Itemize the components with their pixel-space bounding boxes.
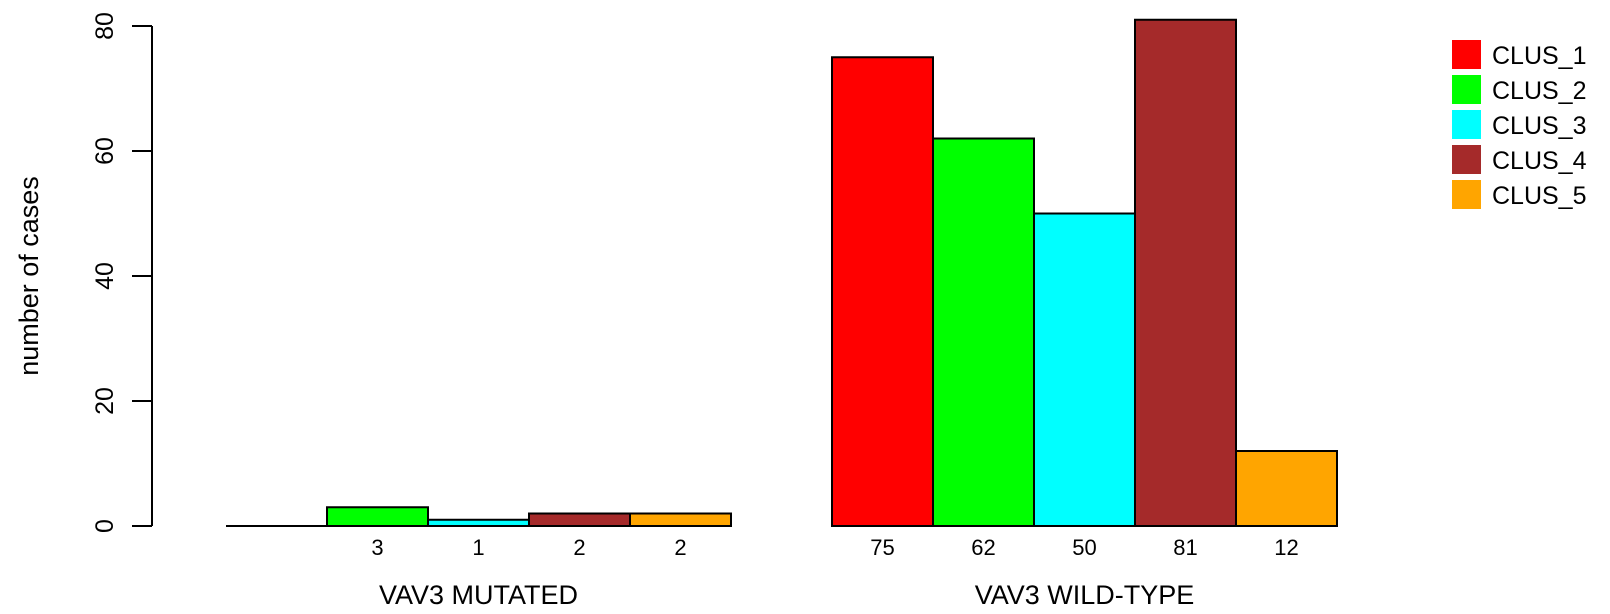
legend: CLUS_1 CLUS_2 CLUS_3 CLUS_4 CLUS_5 — [1452, 40, 1587, 210]
y-tick-label-60: 60 — [91, 137, 119, 165]
bar-value-vav3-mutated-clus-5: 2 — [674, 535, 686, 560]
y-tick-label-80: 80 — [91, 12, 119, 40]
bar-value-vav3-mutated-clus-2: 3 — [371, 535, 383, 560]
legend-label-clus-3: CLUS_3 — [1492, 112, 1587, 140]
bar-value-vav3-mutated-clus-4: 2 — [573, 535, 585, 560]
bar-vav3-wild-type-clus-1 — [831, 56, 934, 527]
bar-vav3-wild-type-clus-5 — [1235, 450, 1338, 527]
bar-value-vav3-wild-type-clus-2: 62 — [971, 535, 995, 560]
y-tick-label-20: 20 — [91, 387, 119, 415]
legend-swatch-clus-5 — [1452, 180, 1481, 209]
bar-value-labels: 3 1 2 2 75 62 50 81 12 — [371, 535, 1298, 560]
legend-label-clus-4: CLUS_4 — [1492, 147, 1587, 175]
group-labels: VAV3 MUTATED VAV3 WILD-TYPE — [379, 580, 1195, 610]
legend-swatch-clus-2 — [1452, 75, 1481, 104]
bar-vav3-wild-type-clus-3 — [1033, 212, 1136, 527]
group-label-vav3-wild-type: VAV3 WILD-TYPE — [975, 580, 1195, 609]
bar-vav3-mutated-clus-5 — [629, 512, 732, 527]
legend-swatch-clus-1 — [1452, 40, 1481, 69]
y-tick-label-0: 0 — [91, 519, 119, 533]
bars-layer — [226, 18, 1338, 527]
bar-vav3-mutated-clus-4 — [528, 512, 631, 527]
y-axis: 0 20 40 60 80 — [91, 12, 153, 533]
bar-value-vav3-mutated-clus-3: 1 — [472, 535, 484, 560]
bar-value-vav3-wild-type-clus-5: 12 — [1274, 535, 1298, 560]
bar-value-vav3-wild-type-clus-1: 75 — [870, 535, 894, 560]
bar-vav3-wild-type-clus-2 — [932, 137, 1035, 527]
legend-label-clus-2: CLUS_2 — [1492, 77, 1587, 105]
bar-vav3-mutated-clus-2 — [326, 506, 429, 527]
bar-value-vav3-wild-type-clus-4: 81 — [1173, 535, 1197, 560]
legend-label-clus-5: CLUS_5 — [1492, 182, 1587, 210]
legend-swatch-clus-3 — [1452, 110, 1481, 139]
legend-swatch-clus-4 — [1452, 145, 1481, 174]
group-label-vav3-mutated: VAV3 MUTATED — [379, 580, 578, 609]
y-tick-label-40: 40 — [91, 262, 119, 290]
bar-vav3-wild-type-clus-4 — [1134, 18, 1237, 527]
bar-value-vav3-wild-type-clus-3: 50 — [1072, 535, 1096, 560]
y-axis-title: number of cases — [14, 176, 44, 376]
legend-label-clus-1: CLUS_1 — [1492, 42, 1587, 70]
